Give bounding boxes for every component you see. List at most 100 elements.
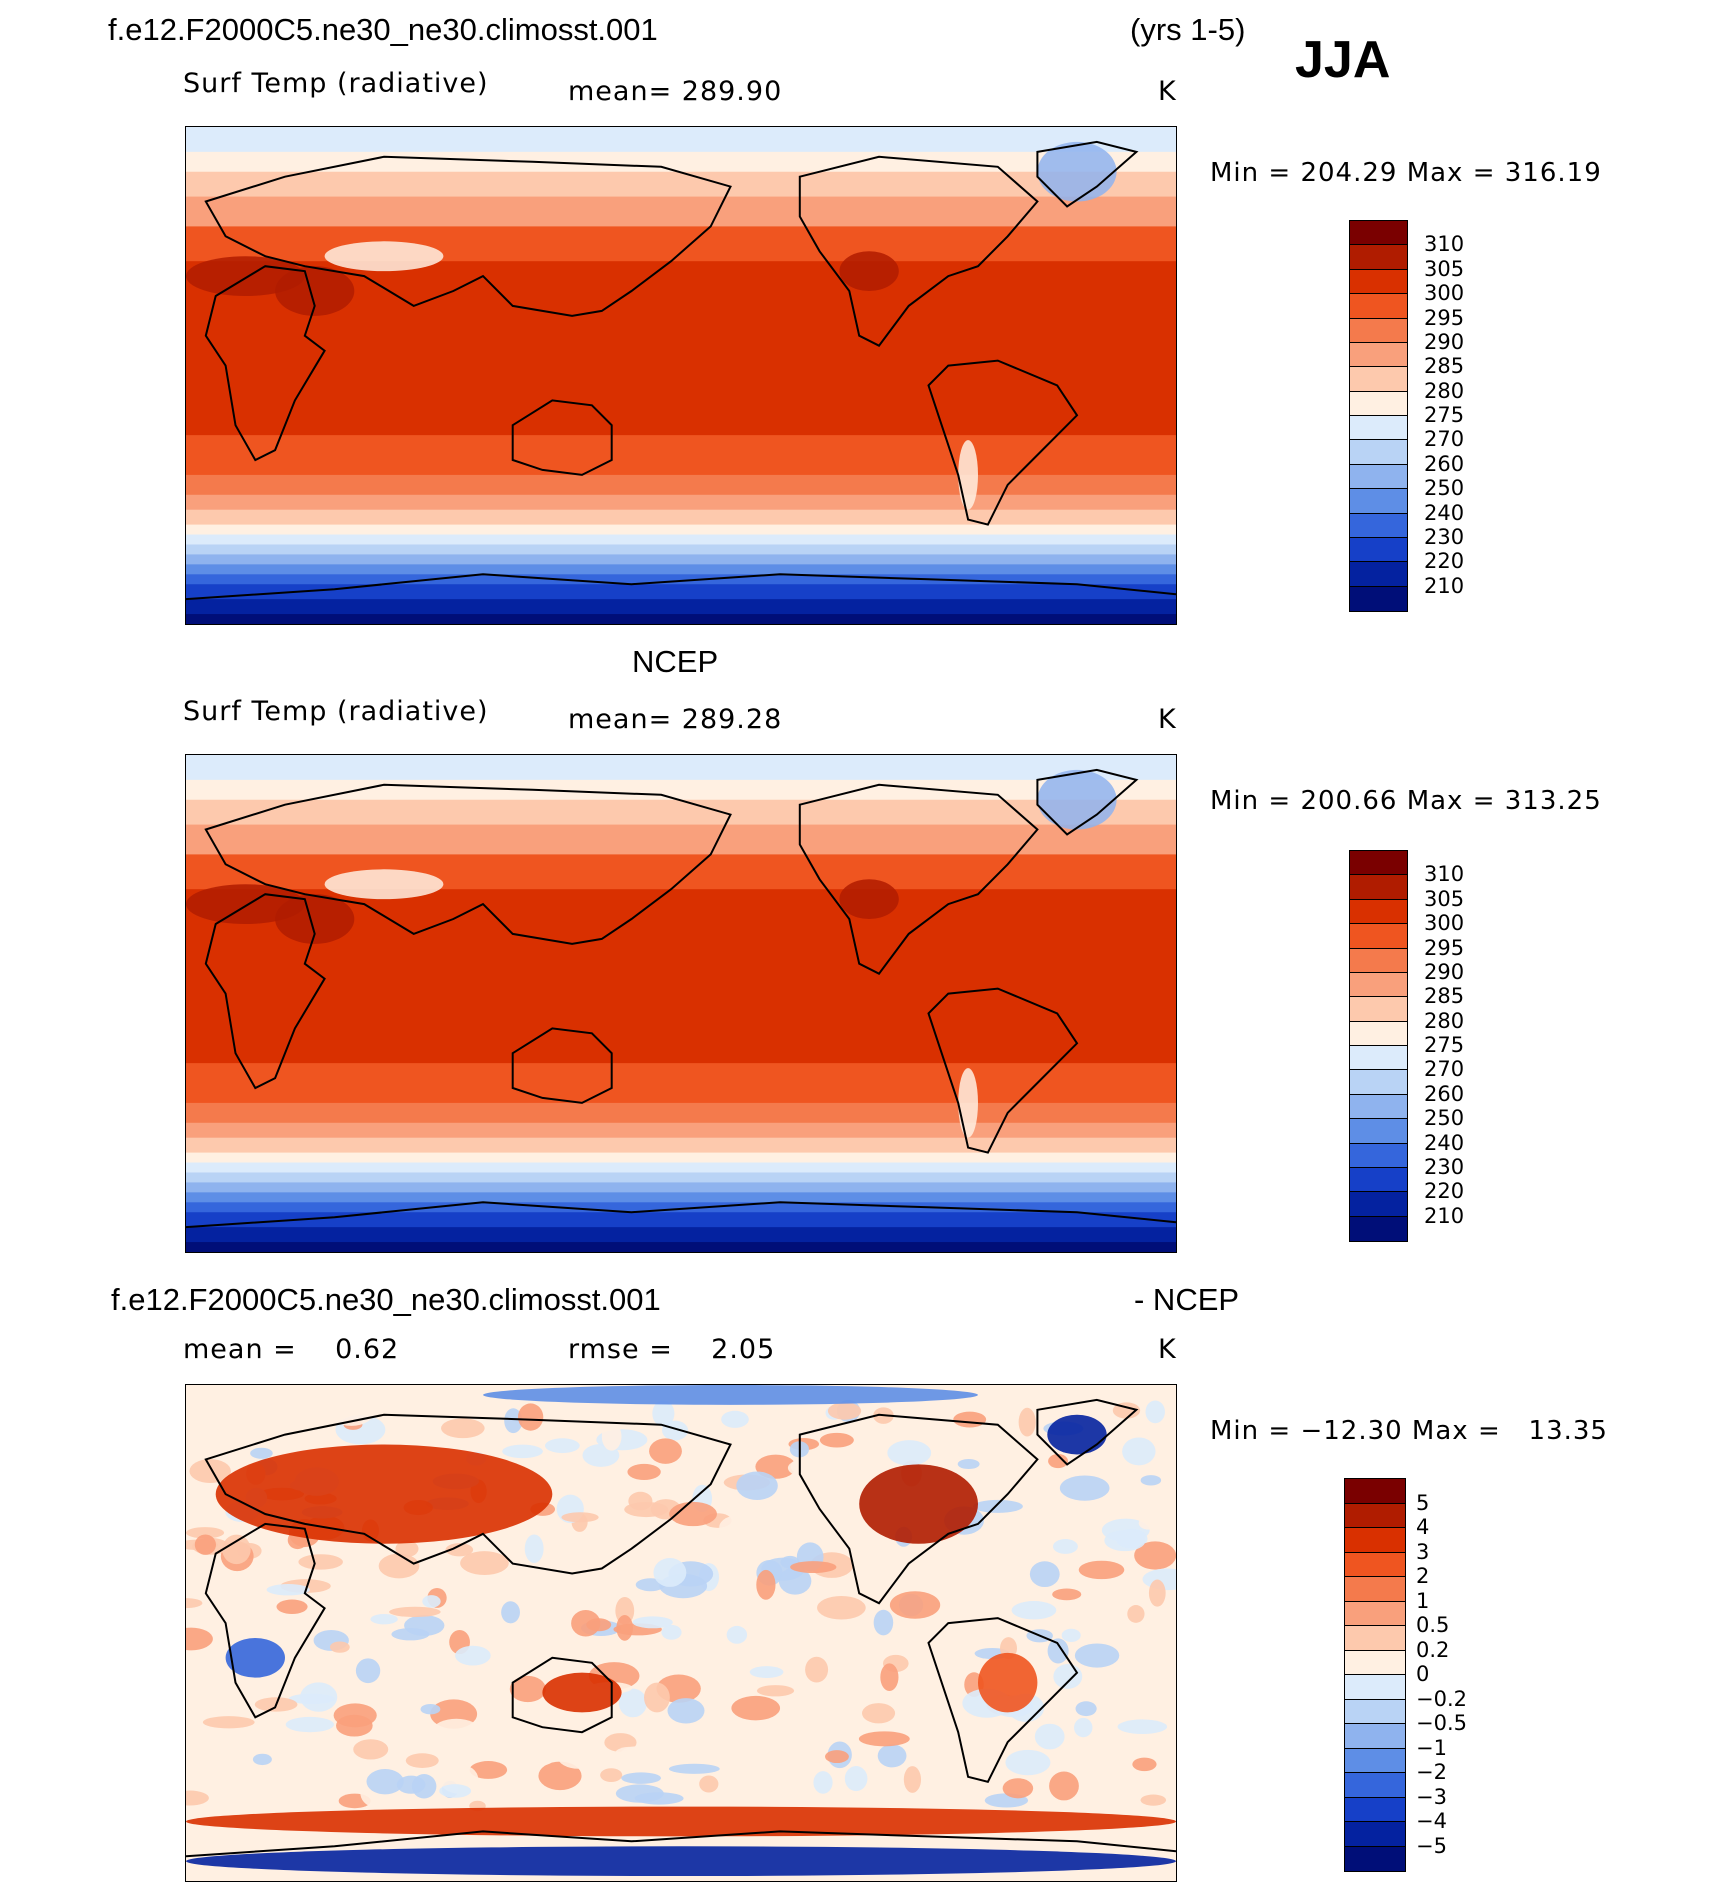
noise-blob	[627, 1463, 661, 1481]
temperature-band	[186, 799, 1176, 826]
noise-blob	[511, 1751, 554, 1767]
colorbar-tick-label: 230	[1424, 1154, 1465, 1179]
greenland-cold-bias	[1047, 1414, 1107, 1455]
noise-blob	[1104, 1529, 1146, 1552]
temperature-band	[186, 1162, 1176, 1173]
colorbar-tick-label: 300	[1424, 911, 1465, 936]
noise-blob	[929, 1695, 971, 1709]
colorbar-swatch	[1350, 1216, 1407, 1241]
colorbar-swatch	[1350, 537, 1407, 563]
noise-blob	[1059, 1475, 1110, 1501]
noise-blob	[1061, 1628, 1081, 1642]
noise-blob	[538, 1761, 582, 1791]
colorbar-swatch	[1345, 1773, 1405, 1798]
noise-blob	[1127, 1605, 1145, 1623]
temperature-band	[186, 1063, 1176, 1104]
noise-blob	[433, 1718, 479, 1740]
colorbar-tick-label: 310	[1424, 232, 1465, 257]
noise-blob	[805, 1656, 829, 1683]
colorbar-swatch	[1350, 221, 1407, 246]
colorbar-tick-label: 290	[1424, 329, 1465, 354]
temperature-band	[186, 494, 1176, 511]
noise-blob	[661, 1624, 682, 1640]
noise-blob	[877, 1744, 907, 1768]
colorbar-swatch	[1345, 1626, 1405, 1651]
temperature-band	[186, 1172, 1176, 1183]
colorbar-tick-label: 1	[1416, 1588, 1430, 1613]
season-label: JJA	[1295, 31, 1391, 89]
southern-ocean-warm-band	[186, 1806, 1176, 1837]
noise-blob	[957, 1459, 980, 1470]
colorbar-swatch	[1350, 997, 1407, 1022]
sahara-hot-patch	[186, 884, 305, 924]
panel3-title-left: f.e12.F2000C5.ne30_ne30.climosst.001	[111, 1282, 661, 1317]
colorbar-tick-label: 310	[1424, 862, 1465, 887]
noise-blob	[704, 1733, 730, 1756]
noise-blob	[370, 1613, 398, 1625]
africa-cold-bias	[225, 1637, 285, 1678]
colorbar-swatch	[1345, 1675, 1405, 1700]
noise-blob	[712, 1605, 757, 1623]
noise-blob	[1132, 1757, 1157, 1772]
temperature-band	[186, 1182, 1176, 1193]
colorbar-tick-label: −2	[1416, 1760, 1447, 1784]
greenland-outline	[1036, 1398, 1139, 1466]
colorbar-tick-label: 280	[1424, 378, 1465, 403]
noise-blob	[1148, 1579, 1166, 1607]
colorbar-tick-label: 305	[1424, 886, 1465, 911]
years-label: (yrs 1-5)	[1130, 12, 1246, 47]
andes-cool-patch	[958, 1068, 978, 1138]
noise-blob	[1074, 1717, 1093, 1738]
panel2-colorbar-labels: 310 305 300 295 290 285 280 275 270 260 250 240 230 2…	[1424, 850, 1504, 1240]
colorbar-tick-label: 295	[1424, 935, 1465, 960]
north-america-outline	[798, 155, 1039, 347]
andes-cool-patch	[958, 440, 978, 510]
colorbar-swatch	[1345, 1797, 1405, 1822]
temperature-band	[186, 584, 1176, 600]
colorbar-swatch	[1345, 1503, 1405, 1528]
colorbar-swatch	[1345, 1822, 1405, 1847]
colorbar-swatch	[1350, 294, 1407, 319]
colorbar-swatch	[1350, 318, 1407, 343]
temperature-band	[186, 1192, 1176, 1203]
noise-blob	[460, 1551, 509, 1575]
noise-blob	[420, 1704, 441, 1715]
panel2-units: K	[1158, 704, 1177, 735]
noise-blob	[1047, 1638, 1069, 1664]
colorbar-tick-label: 240	[1424, 1130, 1465, 1155]
noise-blob	[662, 1420, 689, 1441]
colorbar-tick-label: 250	[1424, 1106, 1465, 1131]
africa-outline	[204, 1522, 326, 1719]
noise-blob	[501, 1601, 520, 1624]
noise-blob	[601, 1422, 622, 1451]
noise-blob	[618, 1688, 647, 1718]
noise-blob	[1117, 1719, 1168, 1735]
noise-blob	[616, 1614, 633, 1641]
noise-blob	[557, 1744, 600, 1769]
noise-blob	[834, 1687, 884, 1705]
australia-outline	[511, 399, 613, 476]
temperature-band	[186, 524, 1176, 536]
colorbar-swatch	[1350, 440, 1407, 465]
colorbar-swatch	[1350, 1119, 1407, 1144]
noise-blob	[615, 1746, 648, 1759]
noise-blob	[366, 1768, 404, 1795]
colorbar-tick-label: 295	[1424, 305, 1465, 330]
noise-blob	[581, 1401, 619, 1428]
noise-blob	[186, 1527, 225, 1539]
panel1-colorbar-labels: 310 305 300 295 290 285 280 275 270 260 250 240 230 2…	[1424, 220, 1504, 610]
noise-blob	[873, 1609, 894, 1636]
colorbar-swatch	[1350, 924, 1407, 949]
temperature-band	[186, 554, 1176, 565]
noise-blob	[827, 1402, 862, 1420]
noise-blob	[778, 1567, 812, 1595]
colorbar-tick-label: 270	[1424, 427, 1465, 452]
noise-blob	[726, 1625, 748, 1644]
noise-blob	[1127, 1642, 1161, 1668]
australia-outline	[511, 1656, 613, 1734]
noise-blob	[600, 1768, 623, 1782]
noise-blob	[455, 1645, 491, 1666]
panel2-title: NCEP	[632, 644, 719, 679]
south-america-outline	[927, 359, 1079, 526]
temperature-band	[186, 755, 1176, 781]
